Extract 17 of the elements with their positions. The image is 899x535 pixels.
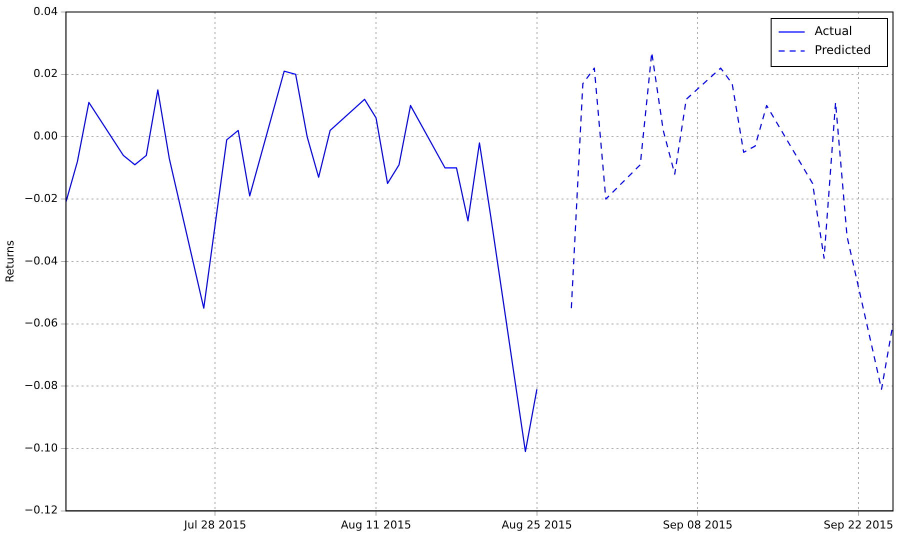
y-tick-label: −0.04 [24,254,58,268]
legend-label: Actual [814,24,852,38]
y-axis-title: Returns [3,240,16,283]
y-tick-label: 0.00 [33,130,58,143]
legend-label: Predicted [814,43,872,58]
y-tick-label: −0.06 [24,316,58,330]
y-tick-label: −0.10 [24,441,58,454]
y-tick-label: −0.12 [24,504,58,517]
y-tick-label: 0.02 [33,67,58,80]
x-tick-label: Sep 22 2015 [824,518,894,532]
y-tick-label: −0.02 [24,192,58,205]
y-tick-label: −0.08 [24,378,58,392]
x-tick-label: Sep 08 2015 [662,518,733,532]
x-tick-label: Jul 28 2015 [183,518,246,532]
x-tick-label: Aug 11 2015 [340,518,412,532]
y-tick-label: 0.04 [33,4,58,18]
x-tick-label: Aug 25 2015 [502,518,572,532]
